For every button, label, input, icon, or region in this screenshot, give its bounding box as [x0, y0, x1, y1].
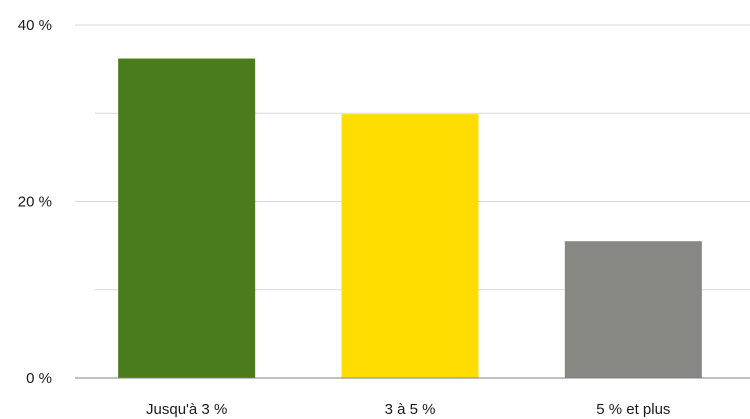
y-tick-label: 0 %	[26, 370, 52, 387]
x-tick-label: Jusqu'à 3 %	[146, 401, 227, 418]
y-tick-labels: 0 % 20 % 40 %	[18, 17, 52, 387]
bars	[118, 58, 702, 378]
x-tick-labels: Jusqu'à 3 % 3 à 5 % 5 % et plus	[146, 401, 670, 418]
x-tick-label: 5 % et plus	[596, 401, 670, 418]
x-tick-label: 3 à 5 %	[385, 401, 436, 418]
y-tick-label: 20 %	[18, 194, 52, 211]
y-tick-label: 40 %	[18, 17, 52, 34]
bar	[118, 58, 256, 378]
bar	[564, 241, 702, 378]
bar	[341, 114, 479, 378]
